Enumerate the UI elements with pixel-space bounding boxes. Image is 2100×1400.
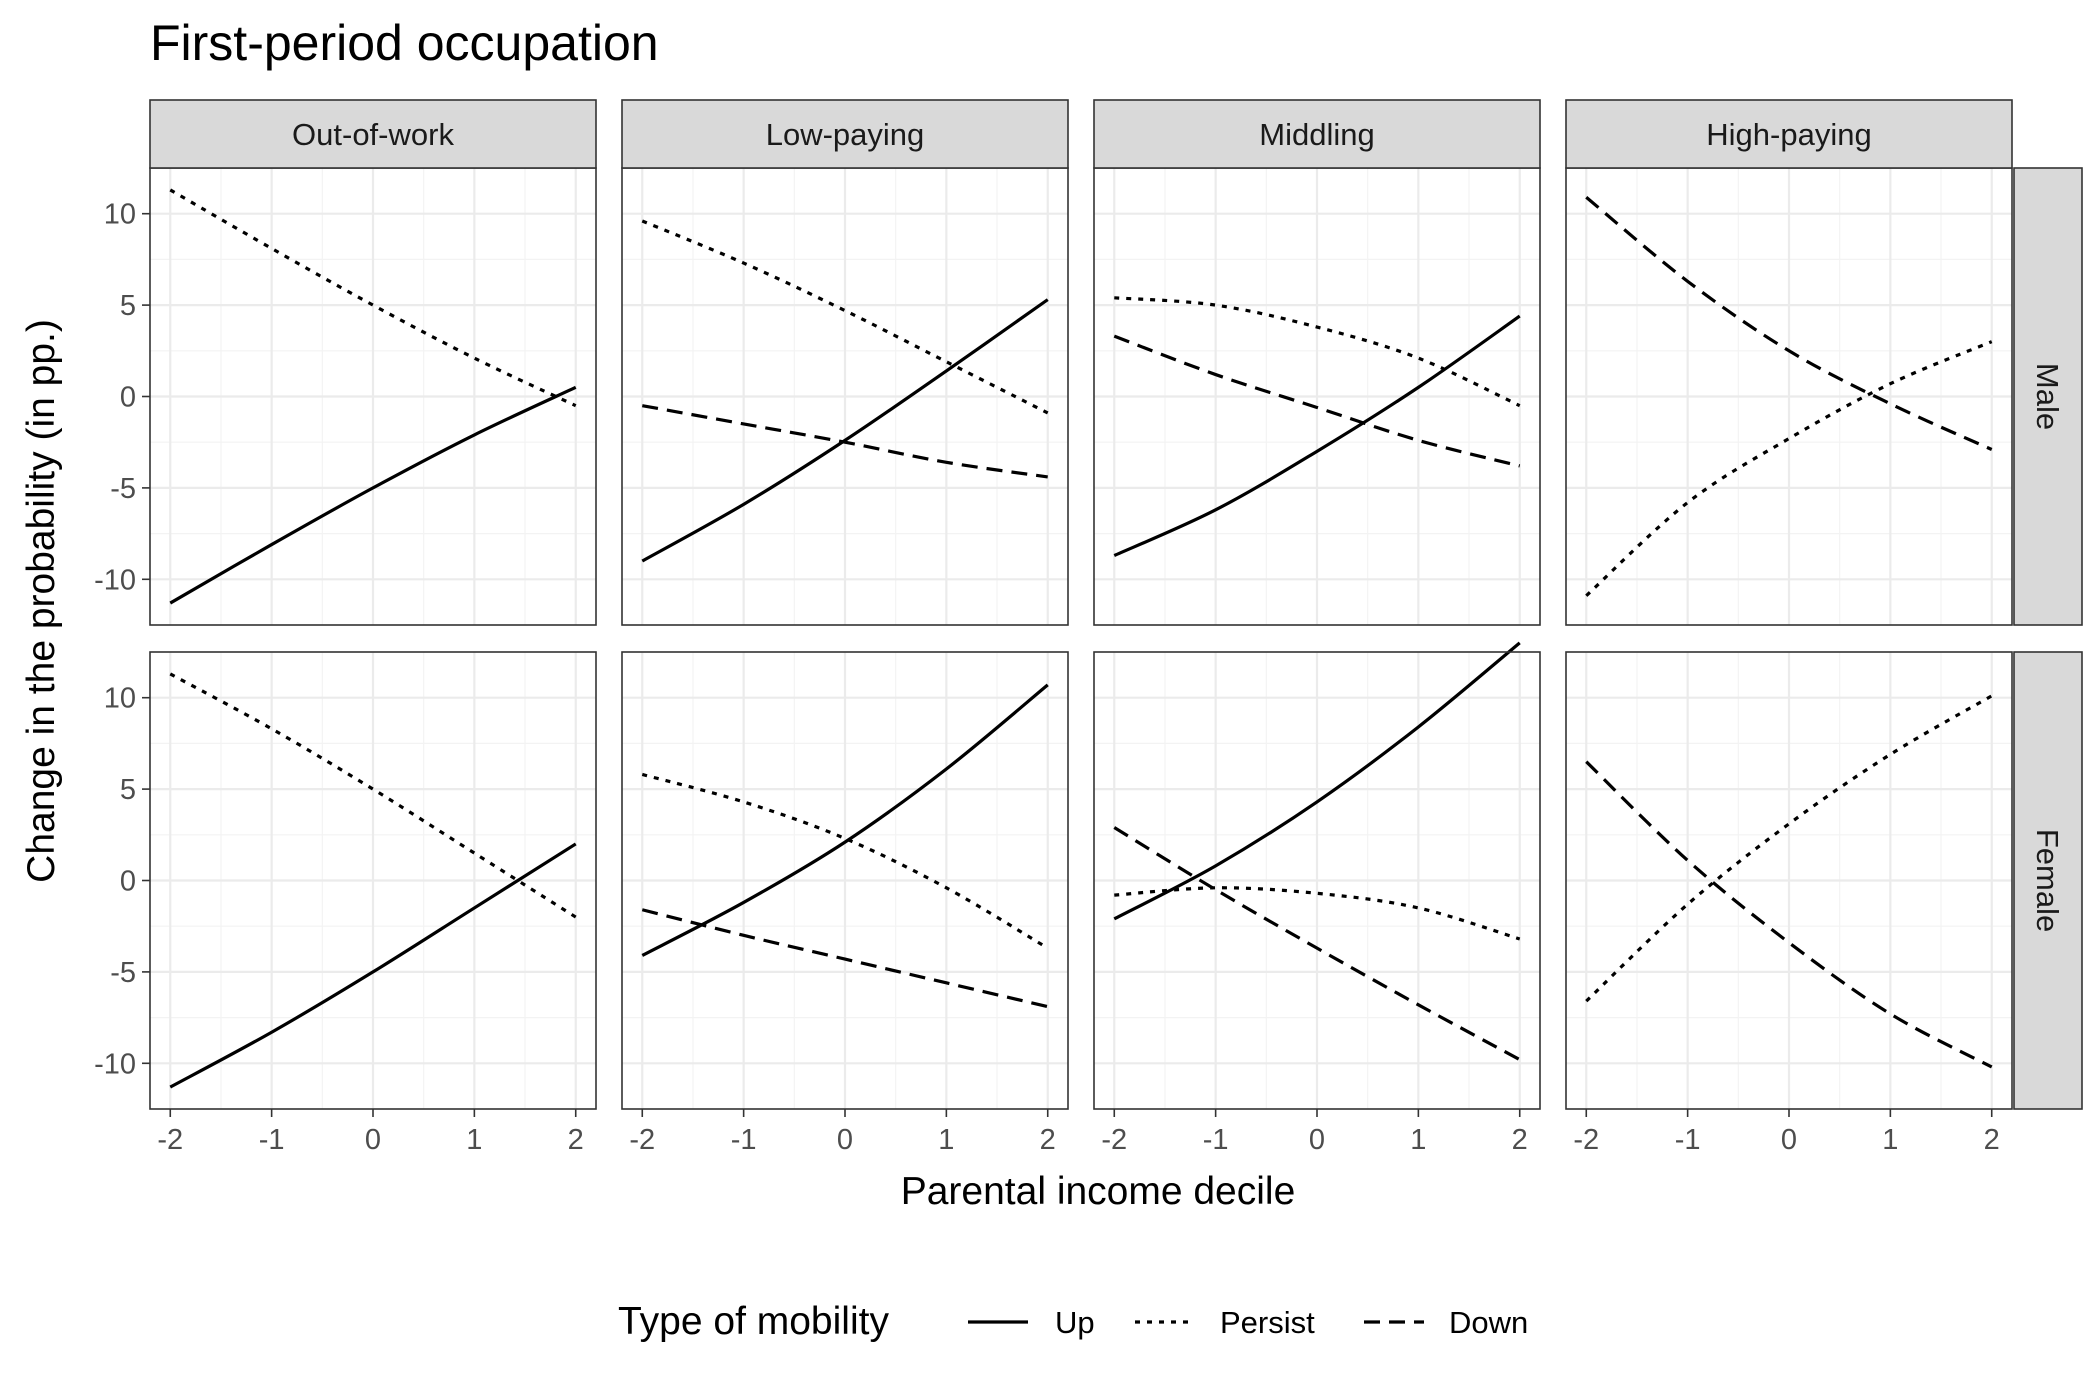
series-line-down [1113,334,1521,468]
series-line-persist [1114,296,1521,408]
series-line-up [1113,641,1521,921]
y-tick-label: -5 [110,473,136,505]
x-tick-label: -2 [1101,1124,1127,1156]
row-strip [2013,651,2083,1110]
chart-title: First-period occupation [150,15,659,71]
legend-title: Type of mobility [618,1300,889,1343]
series-line-persist [169,188,577,408]
column-strip [1565,99,2013,169]
panel-male-out-of-work: Out-of-work -10 -5 0 5 10 [94,99,597,626]
x-tick-label: -1 [1203,1124,1229,1156]
x-tick-label: -1 [259,1124,285,1156]
series-line-persist [641,219,1049,415]
x-tick-label: 1 [466,1124,482,1156]
column-strip [1093,99,1541,169]
column-strip-label: Low-paying [766,117,925,152]
legend: Type of mobility Up Persist Down [618,1300,1528,1343]
y-tick-label: -5 [110,957,136,989]
y-tick-label: -10 [94,564,136,596]
panel-male-high-paying: High-paying Male [1565,99,2083,626]
series-line-up [169,842,577,1089]
y-tick-label: 0 [120,382,136,414]
y-tick-label: 5 [120,774,136,806]
x-tick-label: 1 [1882,1124,1898,1156]
x-tick-label: 2 [568,1124,584,1156]
y-tick-label: 5 [120,290,136,322]
panel-female-low-paying: -2 -1 0 1 2 [621,651,1069,1156]
column-strip [621,99,1069,169]
series-line-persist [1114,886,1521,941]
series-line-up [641,298,1049,563]
x-axis-title: Parental income decile [901,1170,1296,1213]
y-axis-title: Change in the probability (in pp.) [20,319,63,883]
series-line-up [169,385,577,605]
series-line-up [1113,314,1521,557]
column-strip-label: Middling [1259,117,1374,152]
row-strip [2013,167,2083,626]
y-tick-label: -10 [94,1048,136,1080]
x-tick-label: 0 [365,1124,381,1156]
column-strip-label: High-paying [1706,117,1871,152]
panel-male-low-paying: Low-paying [621,99,1069,626]
x-tick-label: 0 [837,1124,853,1156]
x-tick-label: 2 [1512,1124,1528,1156]
y-tick-label: 10 [104,199,136,231]
legend-label-down: Down [1449,1305,1528,1340]
x-tick-label: 2 [1040,1124,1056,1156]
legend-label-persist: Persist [1220,1305,1315,1340]
x-tick-label: -1 [731,1124,757,1156]
series-line-down [641,404,1048,479]
x-tick-label: 1 [1410,1124,1426,1156]
y-tick-label: 10 [104,683,136,715]
series-line-down [1585,760,1993,1069]
x-tick-label: -2 [1573,1124,1599,1156]
series-line-down [1113,826,1521,1062]
column-strip-label: Out-of-work [292,117,454,152]
panel-female-middling: -2 -1 0 1 2 [1093,641,1541,1156]
series-line-up [641,683,1049,957]
panel-female-high-paying: Female -2 -1 0 1 2 [1565,651,2083,1156]
series-line-persist [641,772,1049,950]
x-tick-label: 0 [1781,1124,1797,1156]
panel-male-middling: Middling [1093,99,1541,626]
x-tick-label: -2 [157,1124,183,1156]
column-strip [149,99,597,169]
y-tick-label: 0 [120,866,136,898]
x-tick-label: 1 [938,1124,954,1156]
x-tick-label: 0 [1309,1124,1325,1156]
legend-label-up: Up [1055,1305,1095,1340]
series-line-persist [169,672,577,919]
x-tick-label: -1 [1675,1124,1701,1156]
row-strip-label: Male [2030,363,2065,430]
row-strip-label: Female [2030,829,2065,932]
series-line-persist [1585,340,1993,597]
x-tick-label: 2 [1984,1124,2000,1156]
x-tick-label: -2 [629,1124,655,1156]
series-line-down [1585,196,1993,451]
series-line-down [641,908,1049,1009]
